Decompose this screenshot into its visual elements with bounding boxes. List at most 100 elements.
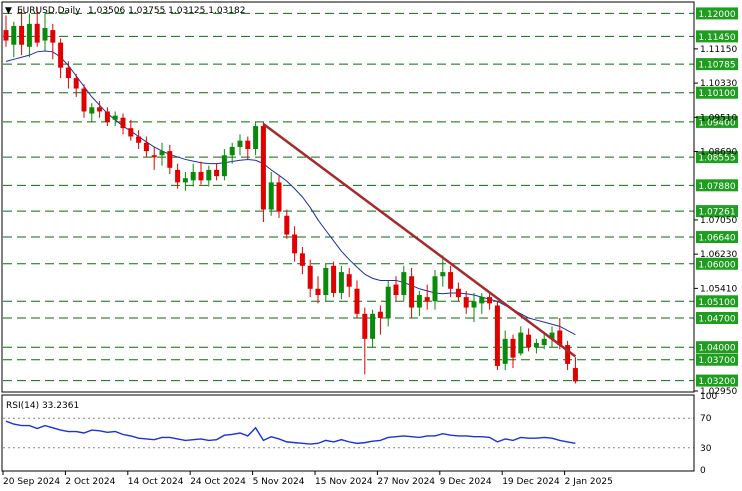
time-tick-label: 2 Oct 2024 xyxy=(65,477,115,487)
time-tick-label: 2 Jan 2025 xyxy=(565,477,613,487)
price-axis: 1.12000 1.11450 1.10785 1.10100 1.09400 1.085… xyxy=(694,7,738,397)
candle-body xyxy=(276,182,282,212)
level-label: 1.06000 xyxy=(698,260,735,270)
rsi-panel: 100 70 30 0 xyxy=(3,392,717,476)
rsi-line xyxy=(5,420,576,445)
candle-body xyxy=(487,297,493,304)
time-tick-label: 24 Oct 2024 xyxy=(190,477,246,487)
trendline-segment xyxy=(262,122,577,358)
bearish-candle xyxy=(409,267,415,318)
bearish-candle xyxy=(354,280,360,318)
bearish-candle xyxy=(214,163,220,181)
bullish-candle xyxy=(221,149,227,181)
bearish-candle xyxy=(315,276,321,304)
bullish-candle xyxy=(385,280,391,327)
bearish-candle xyxy=(175,163,181,189)
candle-body xyxy=(104,111,110,122)
bullish-candle xyxy=(432,270,438,310)
rsi-axis-label: 100 xyxy=(700,392,717,402)
chart-symbol-title: EURUSD,Daily xyxy=(17,6,81,16)
candle-body xyxy=(268,182,274,210)
candle-body xyxy=(401,272,407,296)
level-label: 1.12000 xyxy=(698,10,735,20)
bearish-candle xyxy=(526,328,532,352)
candle-body xyxy=(362,313,368,339)
candle-body xyxy=(315,288,321,296)
bearish-candle xyxy=(3,15,9,47)
level-box xyxy=(696,341,738,354)
level-label: 1.04000 xyxy=(698,344,735,354)
bullish-candle xyxy=(502,330,508,371)
level-label: 1.07261 xyxy=(698,208,735,218)
candle-body xyxy=(494,305,500,366)
level-label: 1.10785 xyxy=(698,61,735,71)
level-box xyxy=(696,231,738,244)
price-tick-label: 1.08690 xyxy=(700,148,737,158)
bullish-candle xyxy=(190,163,196,187)
candle-body xyxy=(198,171,204,181)
candle-body xyxy=(463,297,469,308)
bearish-candle xyxy=(487,292,493,310)
candle-body xyxy=(338,272,344,293)
bullish-candle xyxy=(370,309,376,348)
bearish-candle xyxy=(307,259,313,298)
bearish-candle xyxy=(136,130,142,150)
candle-body xyxy=(533,343,539,348)
candle-body xyxy=(432,276,438,302)
level-box xyxy=(696,58,738,71)
bearish-candle xyxy=(58,38,64,79)
bearish-candle xyxy=(292,226,298,262)
time-tick-label: 19 Dec 2024 xyxy=(502,477,560,487)
level-box xyxy=(696,86,738,99)
bearish-candle xyxy=(284,209,290,239)
candle-body xyxy=(112,115,118,120)
bearish-candle xyxy=(97,101,103,118)
bullish-candle xyxy=(471,292,477,323)
candle-body xyxy=(50,30,56,43)
candle-body xyxy=(253,126,259,150)
moving-average-line xyxy=(5,50,576,336)
bearish-candle xyxy=(572,357,578,384)
bearish-candle xyxy=(424,284,430,310)
candle-body xyxy=(190,171,196,181)
candle-body xyxy=(541,338,547,346)
candle-body xyxy=(377,311,383,318)
level-box xyxy=(696,30,738,43)
bullish-candle xyxy=(229,142,235,164)
candle-body xyxy=(284,215,290,235)
candle-body xyxy=(299,253,305,266)
candle-body xyxy=(557,330,563,346)
symbol-icon: ▼ xyxy=(5,6,12,16)
rsi-label: RSI(14) 33.2361 xyxy=(6,401,79,411)
candle-body xyxy=(73,78,79,89)
trendline[interactable] xyxy=(262,122,577,358)
bullish-candle xyxy=(401,265,407,302)
bullish-candle xyxy=(253,121,259,156)
bullish-candle xyxy=(112,111,118,127)
bearish-candle xyxy=(128,119,134,141)
candle-body xyxy=(26,23,32,47)
level-label: 1.08555 xyxy=(698,154,735,164)
bearish-candle xyxy=(393,276,399,302)
bullish-candle xyxy=(323,263,329,302)
candle-body xyxy=(120,117,126,129)
rsi-axis-label: 0 xyxy=(700,466,706,476)
time-tick-label: 9 Dec 2024 xyxy=(440,477,492,487)
level-label: 1.07880 xyxy=(698,182,735,192)
candle-body xyxy=(354,288,360,314)
price-tick-label: 1.09510 xyxy=(700,113,737,123)
bearish-candle xyxy=(565,340,571,371)
candle-body xyxy=(221,155,227,177)
bearish-candle xyxy=(34,7,40,47)
candle-body xyxy=(58,42,64,68)
time-axis: 20 Sep 2024 2 Oct 2024 14 Oct 2024 24 Oct 2… xyxy=(2,471,613,487)
time-tick-label: 5 Nov 2024 xyxy=(253,477,305,487)
bearish-candle xyxy=(50,23,56,60)
candle-body xyxy=(167,151,173,168)
bearish-candle xyxy=(143,136,149,158)
candle-body xyxy=(323,267,329,296)
candle-body xyxy=(11,25,17,45)
time-tick-label: 27 Nov 2024 xyxy=(377,477,435,487)
level-label: 1.03200 xyxy=(698,377,735,387)
